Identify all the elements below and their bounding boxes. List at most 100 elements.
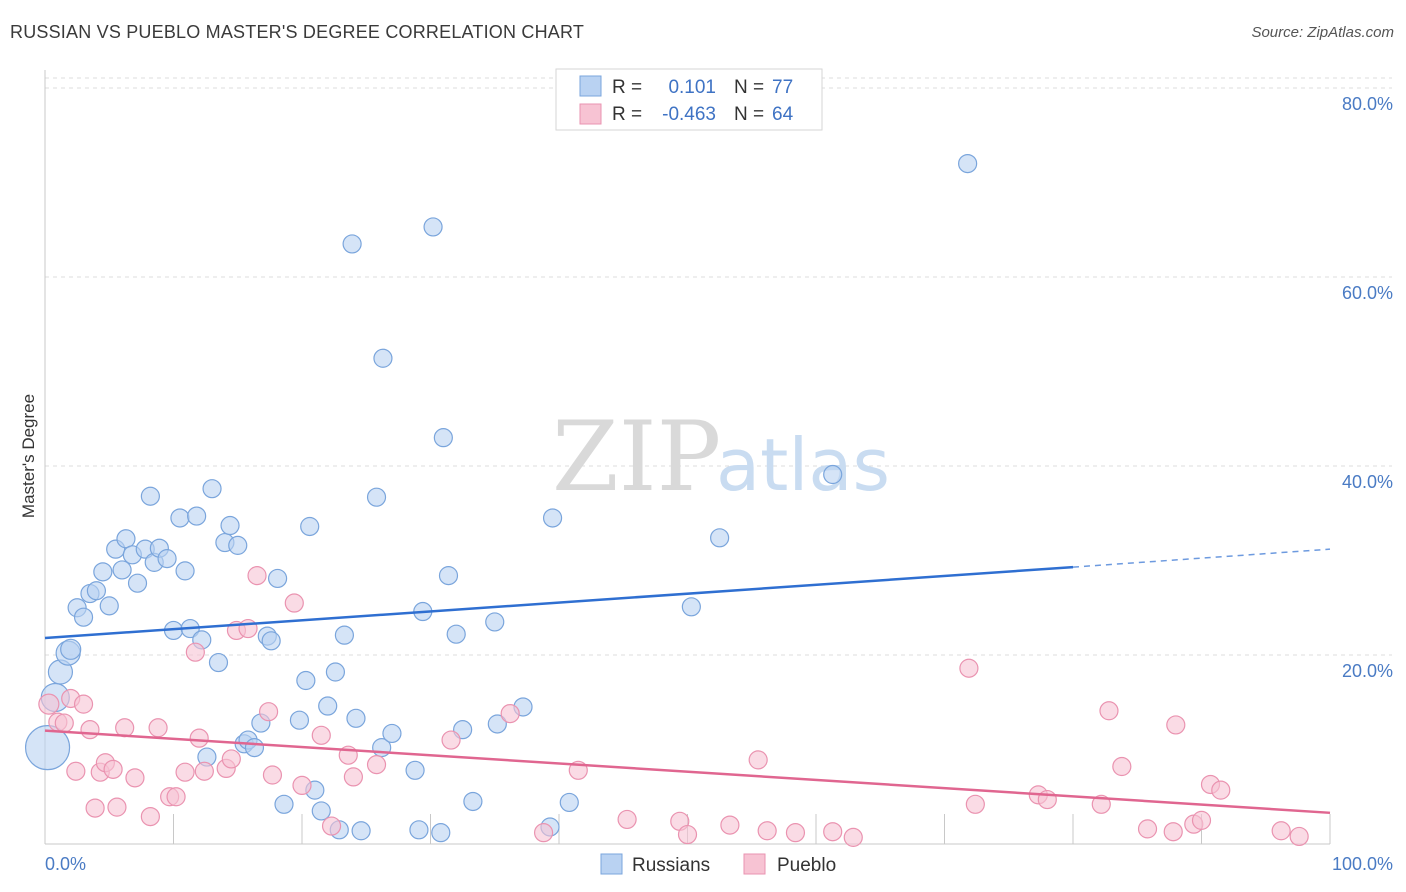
point-pueblo [311,725,331,745]
point-pueblo [148,718,168,738]
point-pueblo [262,765,283,785]
point-russians [244,738,265,758]
point-russians [208,652,229,673]
chart-title: RUSSIAN VS PUEBLO MASTER'S DEGREE CORREL… [10,22,585,42]
legend-n-value-russians: 77 [772,77,793,98]
grid-lines [45,77,1392,656]
point-russians [409,820,429,840]
point-russians [99,596,119,616]
point-pueblo [1099,701,1119,721]
point-russians [487,714,507,734]
point-pueblo [441,730,461,750]
x-tick-label: 0.0% [45,854,86,874]
point-pueblo [785,823,806,843]
point-russians [463,791,483,812]
point-russians [373,348,393,368]
point-russians [170,508,190,528]
trend-lines [44,548,1331,815]
legend-n-label-pueblo: N = [734,104,764,125]
point-pueblo [292,775,312,796]
point-russians [202,479,222,499]
trend-line-russians-extension [1072,548,1331,568]
point-pueblo [1211,780,1231,800]
point-russians [318,696,338,716]
y-tick-label: 20.0% [1342,661,1393,681]
point-russians [127,573,148,593]
point-russians [485,612,505,632]
point-pueblo [54,713,74,733]
point-russians [267,568,288,589]
point-pueblo [1091,794,1111,814]
bottom-legend-swatch-russians [600,853,623,875]
point-russians [157,549,177,569]
point-pueblo [677,824,698,845]
point-pueblo [85,798,105,818]
point-pueblo [247,566,267,586]
point-russians [958,154,978,174]
point-russians [366,487,387,507]
point-russians [346,708,366,728]
point-pueblo [125,768,145,788]
watermark-atlas: atlas [716,423,890,507]
y-tick-label: 40.0% [1342,472,1393,492]
tick-labels: 20.0% 40.0% 60.0% 80.0% 0.0% 100.0% [45,94,1393,874]
point-pueblo [284,593,304,613]
point-pueblo [1271,821,1291,841]
point-russians [325,662,346,682]
watermark: ZIP atlas [552,401,890,513]
point-pueblo [617,809,637,830]
legend-n-label-russians: N = [734,77,764,98]
point-pueblo [1163,822,1183,842]
point-russians [405,760,425,780]
point-russians [220,515,240,536]
legend-n-value-pueblo: 64 [772,104,794,125]
bottom-legend-label-pueblo: Pueblo [777,855,836,876]
point-pueblo [140,806,160,827]
point-russians [433,428,453,448]
point-russians [431,823,451,843]
point-pueblo [965,794,985,814]
point-russians [542,508,563,528]
point-pueblo [1191,810,1212,830]
point-pueblo [720,815,740,835]
point-russians [73,607,94,627]
watermark-zip: ZIP [552,401,721,513]
bottom-legend: Russians Pueblo [600,853,836,876]
y-tick-label: 80.0% [1342,94,1393,114]
point-pueblo [185,642,205,662]
legend-box: R = 0.101 N = 77 R = -0.463 N = 64 [555,68,823,131]
point-pueblo [238,618,258,639]
point-pueblo [175,762,195,782]
point-pueblo [221,749,241,769]
point-russians [261,631,281,651]
point-russians [274,794,294,814]
point-russians [351,821,371,841]
bottom-legend-label-russians: Russians [632,855,710,876]
point-russians [296,670,316,691]
point-russians [438,566,459,586]
legend-r-label-pueblo: R = [612,104,642,125]
point-pueblo [757,821,777,841]
legend-r-label-russians: R = [612,77,642,98]
point-russians [175,561,195,581]
point-pueblo [1166,715,1186,735]
point-russians [86,581,107,601]
point-russians [710,528,730,548]
point-russians [559,792,579,813]
point-pueblo [321,816,342,836]
point-pueblo [194,761,214,781]
point-russians [423,217,443,237]
point-pueblo [107,797,127,817]
legend-swatch-russians [579,75,602,97]
point-pueblo [366,755,387,775]
source-label: Source: ZipAtlas.com [1251,24,1394,41]
point-russians [681,597,701,617]
point-pueblo [73,694,94,714]
point-russians [60,638,82,660]
point-pueblo [1112,756,1132,777]
trend-line-pueblo [44,729,1331,815]
point-pueblo [500,703,520,724]
point-russians [311,801,331,821]
point-pueblo [103,759,123,779]
